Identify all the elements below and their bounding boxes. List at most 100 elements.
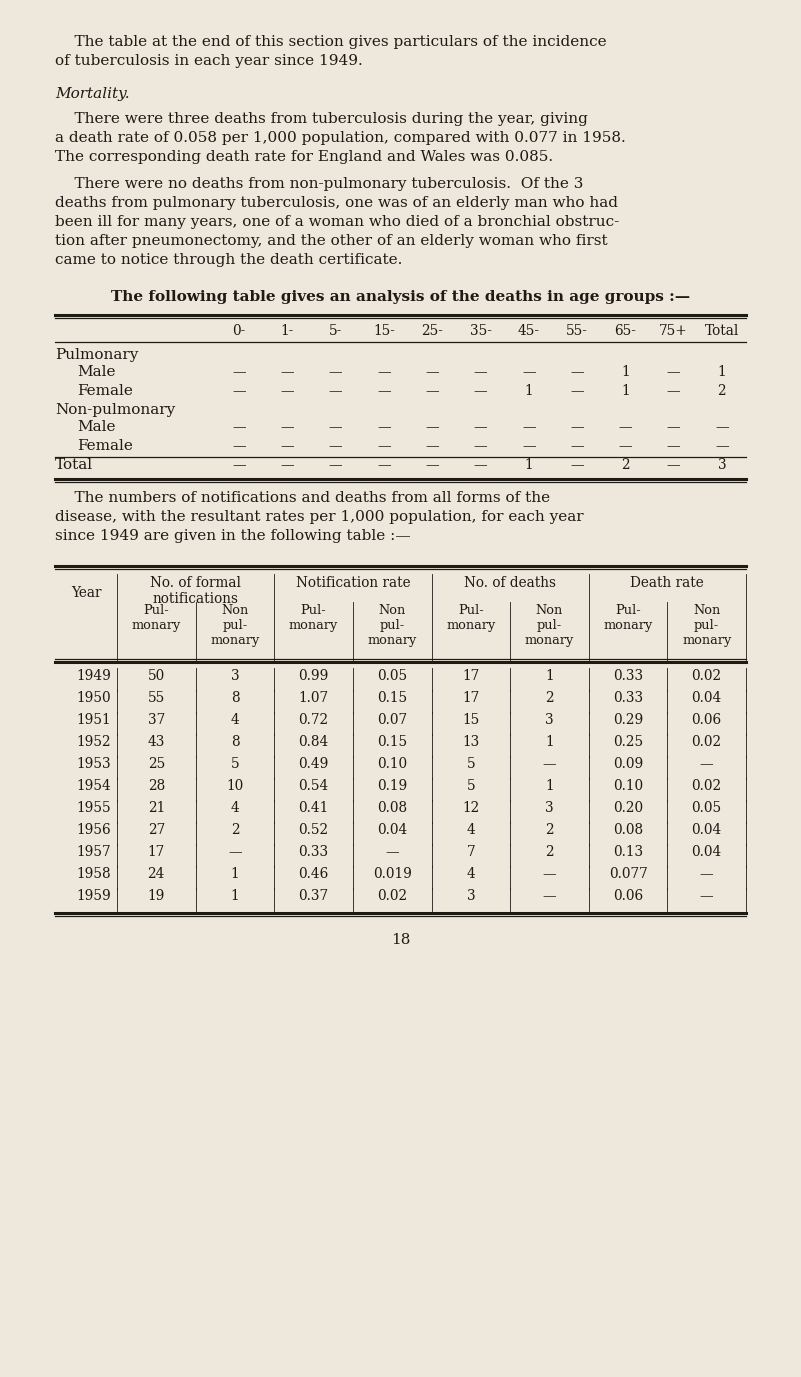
Text: 35-: 35- (469, 324, 492, 337)
Text: —: — (666, 459, 680, 472)
Text: came to notice through the death certificate.: came to notice through the death certifi… (55, 253, 402, 267)
Text: —: — (280, 420, 294, 434)
Text: been ill for many years, one of a woman who died of a bronchial obstruc-: been ill for many years, one of a woman … (55, 215, 619, 229)
Text: —: — (700, 757, 714, 771)
Text: 0.84: 0.84 (299, 735, 328, 749)
Text: 3: 3 (545, 801, 553, 815)
Text: Total: Total (705, 324, 739, 337)
Text: 0.04: 0.04 (377, 823, 408, 837)
Text: 7: 7 (466, 845, 475, 859)
Text: —: — (329, 439, 343, 453)
Text: 1953: 1953 (77, 757, 111, 771)
Text: The numbers of notifications and deaths from all forms of the: The numbers of notifications and deaths … (55, 492, 550, 505)
Text: —: — (542, 868, 556, 881)
Text: 5: 5 (466, 757, 475, 771)
Text: Pul-
monary: Pul- monary (289, 605, 338, 632)
Text: 37: 37 (147, 713, 165, 727)
Text: 1959: 1959 (77, 890, 111, 903)
Text: Female: Female (77, 384, 133, 398)
Text: deaths from pulmonary tuberculosis, one was of an elderly man who had: deaths from pulmonary tuberculosis, one … (55, 196, 618, 211)
Text: —: — (329, 459, 343, 472)
Text: There were three deaths from tuberculosis during the year, giving: There were three deaths from tuberculosi… (55, 112, 588, 127)
Text: 0.25: 0.25 (613, 735, 643, 749)
Text: 1: 1 (231, 890, 239, 903)
Text: 0.02: 0.02 (691, 669, 722, 683)
Text: —: — (570, 420, 584, 434)
Text: —: — (385, 845, 399, 859)
Text: 0.05: 0.05 (377, 669, 407, 683)
Text: 0-: 0- (232, 324, 246, 337)
Text: 17: 17 (462, 669, 480, 683)
Text: —: — (377, 459, 391, 472)
Text: 0.04: 0.04 (691, 845, 722, 859)
Text: 0.10: 0.10 (377, 757, 407, 771)
Text: a death rate of 0.058 per 1,000 population, compared with 0.077 in 1958.: a death rate of 0.058 per 1,000 populati… (55, 131, 626, 145)
Text: 0.06: 0.06 (691, 713, 722, 727)
Text: 50: 50 (147, 669, 165, 683)
Text: —: — (473, 420, 487, 434)
Text: —: — (473, 365, 487, 379)
Text: —: — (329, 384, 343, 398)
Text: 0.10: 0.10 (613, 779, 643, 793)
Text: Non-pulmonary: Non-pulmonary (55, 403, 175, 417)
Text: 0.15: 0.15 (377, 691, 407, 705)
Text: 5-: 5- (329, 324, 342, 337)
Text: No. of deaths: No. of deaths (464, 576, 556, 589)
Text: 1956: 1956 (77, 823, 111, 837)
Text: —: — (232, 459, 246, 472)
Text: —: — (570, 384, 584, 398)
Text: 0.52: 0.52 (299, 823, 328, 837)
Text: 45-: 45- (517, 324, 540, 337)
Text: 0.07: 0.07 (377, 713, 407, 727)
Text: 2: 2 (718, 384, 727, 398)
Text: —: — (377, 439, 391, 453)
Text: 75+: 75+ (659, 324, 688, 337)
Text: 1955: 1955 (77, 801, 111, 815)
Text: —: — (473, 459, 487, 472)
Text: 1: 1 (621, 384, 630, 398)
Text: 0.20: 0.20 (613, 801, 643, 815)
Text: 1951: 1951 (77, 713, 111, 727)
Text: 0.72: 0.72 (299, 713, 328, 727)
Text: —: — (522, 420, 536, 434)
Text: —: — (700, 890, 714, 903)
Text: 18: 18 (391, 934, 410, 947)
Text: 3: 3 (231, 669, 239, 683)
Text: 1: 1 (545, 669, 553, 683)
Text: 10: 10 (227, 779, 244, 793)
Text: 15: 15 (462, 713, 480, 727)
Text: 0.33: 0.33 (613, 669, 643, 683)
Text: 1958: 1958 (77, 868, 111, 881)
Text: 55-: 55- (566, 324, 588, 337)
Text: 0.37: 0.37 (299, 890, 328, 903)
Text: 0.29: 0.29 (613, 713, 643, 727)
Text: 0.04: 0.04 (691, 823, 722, 837)
Text: 21: 21 (147, 801, 165, 815)
Text: The corresponding death rate for England and Wales was 0.085.: The corresponding death rate for England… (55, 150, 553, 164)
Text: —: — (329, 365, 343, 379)
Text: Pul-
monary: Pul- monary (603, 605, 653, 632)
Text: Pulmonary: Pulmonary (55, 348, 139, 362)
Text: 0.13: 0.13 (613, 845, 643, 859)
Text: —: — (377, 384, 391, 398)
Text: —: — (473, 384, 487, 398)
Text: —: — (618, 420, 632, 434)
Text: —: — (232, 384, 246, 398)
Text: 1-: 1- (281, 324, 294, 337)
Text: 1954: 1954 (77, 779, 111, 793)
Text: 1: 1 (231, 868, 239, 881)
Text: 0.06: 0.06 (613, 890, 643, 903)
Text: 8: 8 (231, 735, 239, 749)
Text: 1950: 1950 (77, 691, 111, 705)
Text: 1: 1 (718, 365, 727, 379)
Text: —: — (700, 868, 714, 881)
Text: Notification rate: Notification rate (296, 576, 410, 589)
Text: 0.33: 0.33 (613, 691, 643, 705)
Text: 0.99: 0.99 (299, 669, 328, 683)
Text: 0.019: 0.019 (372, 868, 412, 881)
Text: The following table gives an analysis of the deaths in age groups :—: The following table gives an analysis of… (111, 291, 690, 304)
Text: —: — (618, 439, 632, 453)
Text: 3: 3 (718, 459, 727, 472)
Text: —: — (280, 459, 294, 472)
Text: —: — (377, 365, 391, 379)
